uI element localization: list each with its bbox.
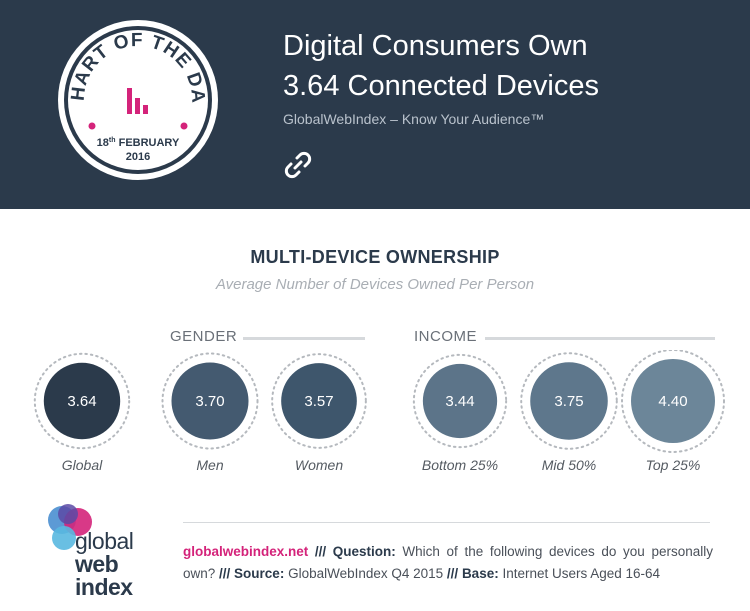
- bubble-label-top-25: Top 25%: [646, 457, 701, 473]
- bubble-ring-bottom-25: [412, 353, 508, 449]
- footer-base-label: Base:: [461, 566, 499, 581]
- footer-source-label: Source:: [234, 566, 285, 581]
- globalwebindex-logo: [48, 504, 92, 550]
- bubble-mid-50: [530, 362, 608, 440]
- bubble-value-men: 3.70: [195, 393, 224, 410]
- bubble-value-mid-50: 3.75: [554, 393, 583, 410]
- badge-dot-left: [88, 122, 96, 130]
- bubble-value-women: 3.57: [304, 393, 333, 410]
- bubble-women: [281, 363, 357, 439]
- footer-source-note: globalwebindex.net /// Question: Which o…: [183, 541, 713, 585]
- badge-date-line1: 18th FEBRUARY: [97, 137, 180, 149]
- footer-sep-3: ///: [443, 566, 462, 581]
- header-banner: CHART OF THE DAY 18th FEBRUARY 2016 Digi…: [0, 0, 750, 209]
- bar-chart-icon: [127, 88, 148, 114]
- footer-base-text: Internet Users Aged 16-64: [498, 566, 661, 581]
- group-label-income: INCOME: [414, 328, 477, 345]
- page-title: Digital Consumers Own 3.64 Connected Dev…: [283, 26, 723, 106]
- logo-word-global: global: [75, 528, 134, 554]
- footer-divider: [183, 522, 710, 523]
- logo-word-web: web: [75, 551, 119, 577]
- bubble-value-top-25: 4.40: [658, 393, 687, 410]
- device-ownership-chart: 3.64 Global 3.70 Men 3.57 Women 3.44 Bottom 25%…: [33, 350, 725, 473]
- bubble-label-women: Women: [295, 457, 343, 473]
- title-line-2: 3.64 Connected Devices: [283, 70, 599, 102]
- bubble-top-25: [631, 359, 715, 443]
- group-line-income: [485, 337, 715, 340]
- header-subtitle: GlobalWebIndex – Know Your Audience™: [283, 111, 545, 127]
- bubble-bottom-25: [422, 363, 498, 439]
- bubble-global: [43, 362, 121, 440]
- badge-dot-right: [180, 122, 188, 130]
- chart-title: MULTI-DEVICE OWNERSHIP: [250, 247, 500, 267]
- footer-question-text: Which of the following devices do you pe…: [183, 544, 713, 581]
- bubble-label-men: Men: [196, 457, 223, 473]
- bubble-men: [171, 362, 249, 440]
- logo-wordmark: global web index: [75, 528, 134, 600]
- logo-word-index: index: [75, 574, 133, 600]
- footer-site-link[interactable]: globalwebindex.net: [183, 544, 309, 559]
- title-line-1: Digital Consumers Own: [283, 30, 588, 62]
- bubble-ring-men: [161, 352, 259, 450]
- footer-sep-1: ///: [308, 544, 333, 559]
- bubble-label-global: Global: [62, 457, 103, 473]
- group-label-gender: GENDER: [170, 328, 238, 345]
- bubble-ring-global: [33, 352, 131, 450]
- footer-sep-2: ///: [215, 566, 235, 581]
- chart-of-the-day-badge: CHART OF THE DAY 18th FEBRUARY 2016: [56, 18, 218, 180]
- bubble-ring-mid-50: [520, 352, 618, 450]
- chart-subtitle: Average Number of Devices Owned Per Pers…: [215, 276, 535, 293]
- bubble-ring-top-25: [621, 350, 725, 453]
- bubble-label-mid-50: Mid 50%: [542, 457, 596, 473]
- footer-source-text: GlobalWebIndex Q4 2015: [284, 566, 444, 581]
- bubble-value-global: 3.64: [67, 393, 96, 410]
- footer-question-label: Question:: [332, 544, 396, 559]
- group-line-gender: [243, 337, 365, 340]
- bubble-label-bottom-25: Bottom 25%: [422, 457, 498, 473]
- badge-date-year: 2016: [126, 151, 150, 163]
- bubble-value-bottom-25: 3.44: [445, 393, 474, 410]
- bubble-ring-women: [271, 353, 367, 449]
- link-icon[interactable]: [283, 150, 313, 180]
